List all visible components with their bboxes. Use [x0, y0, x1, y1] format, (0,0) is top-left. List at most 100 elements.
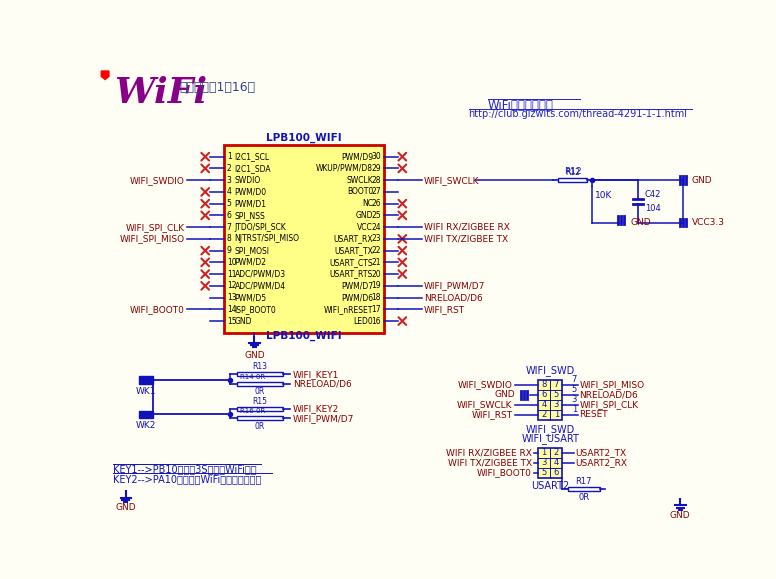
Text: BOOT0: BOOT0	[347, 188, 373, 196]
Text: 19: 19	[371, 281, 381, 290]
Text: WIFI_BOOT0: WIFI_BOOT0	[130, 305, 185, 314]
Text: 3: 3	[572, 395, 577, 404]
Text: PWM/D1: PWM/D1	[234, 199, 266, 208]
Text: WIFI_SWD: WIFI_SWD	[525, 365, 575, 376]
Text: GND: GND	[670, 511, 691, 520]
Text: WKUP/PWM/D8: WKUP/PWM/D8	[316, 164, 373, 173]
Text: 8: 8	[542, 380, 546, 389]
Text: 20: 20	[371, 270, 381, 278]
Text: 25: 25	[371, 211, 381, 220]
Text: 10K: 10K	[595, 191, 612, 200]
Bar	[223, 145, 384, 333]
Text: 24: 24	[371, 223, 381, 232]
Text: WIFI TX/ZIGBEE TX: WIFI TX/ZIGBEE TX	[448, 458, 532, 467]
Text: 1: 1	[554, 411, 559, 419]
Text: R13: R13	[252, 362, 268, 371]
Text: WIFI_PWM/D7: WIFI_PWM/D7	[293, 414, 355, 423]
Text: 0R: 0R	[578, 493, 589, 501]
Text: USART_TX: USART_TX	[334, 246, 373, 255]
Text: 0R: 0R	[255, 422, 265, 431]
Text: 27: 27	[371, 188, 381, 196]
Text: SPI_NSS: SPI_NSS	[234, 211, 265, 220]
Text: ADC/PWM/D3: ADC/PWM/D3	[234, 270, 286, 278]
Text: 1: 1	[542, 448, 546, 457]
Text: 4: 4	[227, 188, 231, 196]
Text: NRELOAD/D6: NRELOAD/D6	[293, 379, 352, 388]
Text: WIFI RX/ZIGBEE RX: WIFI RX/ZIGBEE RX	[445, 448, 532, 457]
Text: 13: 13	[227, 293, 237, 302]
Text: 29: 29	[371, 164, 381, 173]
Text: WIFI_USART: WIFI_USART	[521, 433, 579, 444]
Text: R17: R17	[576, 477, 592, 486]
Bar	[139, 411, 153, 418]
Polygon shape	[101, 71, 109, 79]
Bar	[538, 448, 563, 478]
Text: 5: 5	[554, 390, 559, 400]
Text: R16 0R: R16 0R	[241, 408, 265, 415]
Text: VCC3.3: VCC3.3	[692, 218, 725, 227]
Text: LPB100_WIFI: LPB100_WIFI	[266, 331, 341, 341]
Text: LPB100_WIFI: LPB100_WIFI	[266, 133, 341, 142]
Text: USART2_TX: USART2_TX	[576, 448, 627, 457]
Text: SPI_MOSI: SPI_MOSI	[234, 246, 269, 255]
Text: 8: 8	[227, 234, 231, 243]
Text: WIFI TX/ZIGBEE TX: WIFI TX/ZIGBEE TX	[424, 234, 508, 243]
Text: I2C1_SDA: I2C1_SDA	[234, 164, 271, 173]
Text: R15: R15	[252, 397, 268, 405]
Text: 11: 11	[227, 270, 236, 278]
Text: http://club.gizwits.com/thread-4291-1-1.html: http://club.gizwits.com/thread-4291-1-1.…	[469, 109, 688, 119]
Text: NRELOAD/D6: NRELOAD/D6	[424, 293, 483, 302]
Text: WIFI_KEY1: WIFI_KEY1	[293, 370, 339, 379]
Text: 2: 2	[554, 448, 559, 457]
Text: 2: 2	[542, 411, 546, 419]
Text: 2: 2	[227, 164, 231, 173]
Text: KEY1-->PB10长按（3S）重置WiFi模块: KEY1-->PB10长按（3S）重置WiFi模块	[113, 464, 256, 474]
Text: 9: 9	[227, 246, 231, 255]
Text: 7: 7	[227, 223, 231, 232]
Text: USART_CTS: USART_CTS	[330, 258, 373, 267]
Text: WIFI_RST: WIFI_RST	[471, 411, 512, 419]
Text: 设计时间：1月16日: 设计时间：1月16日	[180, 81, 256, 94]
Text: WIFI_KEY2: WIFI_KEY2	[293, 405, 339, 413]
Text: 23: 23	[371, 234, 381, 243]
Text: VCC: VCC	[357, 223, 373, 232]
Text: WIFI RX/ZIGBEE RX: WIFI RX/ZIGBEE RX	[424, 223, 510, 232]
Text: WIFI_nRESET: WIFI_nRESET	[324, 305, 373, 314]
Text: LED0: LED0	[353, 317, 373, 325]
Text: WIFI_SPI_MISO: WIFI_SPI_MISO	[120, 234, 185, 243]
Bar	[237, 372, 282, 376]
Text: ISP_BOOT0: ISP_BOOT0	[234, 305, 276, 314]
Bar	[567, 487, 600, 491]
Text: GND: GND	[630, 218, 651, 227]
Bar	[237, 416, 282, 420]
Text: 3: 3	[542, 458, 546, 467]
Text: 5: 5	[572, 385, 577, 394]
Text: C42: C42	[645, 190, 661, 199]
Text: WIFI_PWM/D7: WIFI_PWM/D7	[424, 281, 485, 290]
Text: JTDO/SPI_SCK: JTDO/SPI_SCK	[234, 223, 286, 232]
Text: RESET: RESET	[580, 411, 608, 419]
Text: 7: 7	[572, 375, 577, 384]
Bar	[237, 407, 282, 411]
Text: NRELOAD/D6: NRELOAD/D6	[580, 390, 638, 400]
Text: WIFI_SWDIO: WIFI_SWDIO	[458, 380, 512, 389]
Text: 6: 6	[227, 211, 231, 220]
Text: GND: GND	[494, 390, 514, 400]
Text: WIFI_BOOT0: WIFI_BOOT0	[476, 468, 532, 477]
Text: SWCLK: SWCLK	[346, 175, 373, 185]
Text: 4: 4	[554, 458, 559, 467]
Text: WIFI_SWD: WIFI_SWD	[525, 424, 575, 435]
Text: GND: GND	[244, 351, 265, 360]
Text: WIFI_SPI_CLK: WIFI_SPI_CLK	[580, 400, 639, 409]
Text: 26: 26	[371, 199, 381, 208]
Text: 1: 1	[227, 152, 231, 161]
Text: 7: 7	[553, 380, 559, 389]
Text: 0R: 0R	[255, 387, 265, 396]
Bar	[538, 380, 563, 420]
Text: WIFI_SWCLK: WIFI_SWCLK	[424, 175, 480, 185]
Text: PWM/D0: PWM/D0	[234, 188, 267, 196]
Text: WiFi: WiFi	[114, 76, 207, 109]
Text: WIFI_RST: WIFI_RST	[424, 305, 465, 314]
Text: 104: 104	[645, 204, 660, 212]
Text: 6: 6	[553, 468, 559, 477]
